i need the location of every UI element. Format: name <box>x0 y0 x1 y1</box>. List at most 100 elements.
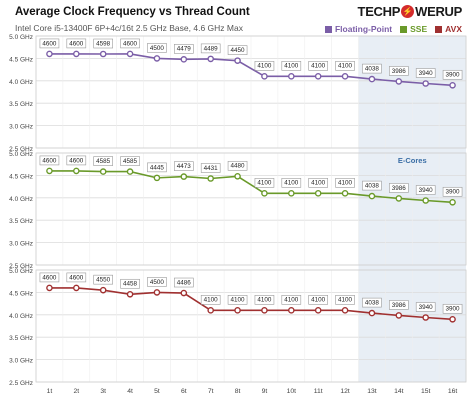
data-label-box <box>254 295 275 305</box>
data-point <box>153 55 161 62</box>
series-line-floating-point <box>49 53 453 87</box>
data-label: 4100 <box>284 297 299 304</box>
y-tick-label: 2.5 GHz <box>9 380 33 387</box>
data-label-box <box>415 68 436 78</box>
data-label-box <box>281 295 302 305</box>
logo-text-left: TECHP <box>357 4 401 19</box>
series-line-avx <box>49 287 453 321</box>
y-tick-label: 5.0 GHz <box>9 34 33 41</box>
data-label: 3986 <box>392 185 407 192</box>
x-tick-label: 4t <box>127 388 133 395</box>
data-label-box <box>308 295 328 305</box>
data-point <box>288 190 295 197</box>
y-tick-label: 2.5 GHz <box>9 263 33 270</box>
x-tick-label: 7t <box>208 388 214 395</box>
y-tick-label: 5.0 GHz <box>9 151 33 158</box>
data-label-box <box>389 300 409 310</box>
data-label: 4100 <box>311 63 326 70</box>
data-point <box>314 190 322 197</box>
data-label-box <box>93 274 113 285</box>
data-label-box <box>120 278 140 289</box>
data-point <box>261 190 268 197</box>
data-point <box>234 307 241 314</box>
data-label: 4100 <box>311 297 326 304</box>
data-label: 4038 <box>365 182 380 189</box>
data-label: 4100 <box>311 180 326 187</box>
data-point <box>261 73 268 80</box>
data-label: 3940 <box>419 187 434 194</box>
legend-swatch-avx <box>435 25 443 33</box>
y-tick-label: 3.5 GHz <box>9 335 33 342</box>
data-label-box <box>174 277 194 288</box>
data-point <box>99 50 107 58</box>
legend-item-floating-point: Floating-Point <box>324 24 392 34</box>
data-label-box <box>335 178 355 188</box>
x-tick-label: 2t <box>73 388 79 395</box>
data-label-box <box>335 295 355 305</box>
x-tick-label: 6t <box>181 388 187 395</box>
x-tick-label: 14t <box>394 388 404 395</box>
x-tick-label: 16t <box>448 388 458 395</box>
data-label: 4100 <box>257 63 272 70</box>
data-label-box <box>227 160 248 171</box>
data-point <box>207 307 214 314</box>
chart-subtitle: Intel Core i5-13400F 6P+4c/16t 2.5 GHz B… <box>15 23 243 33</box>
data-point <box>449 315 456 323</box>
data-label-box <box>227 45 248 55</box>
data-point <box>422 197 429 204</box>
data-label: 4479 <box>177 46 192 53</box>
data-point <box>153 174 161 182</box>
panel-border <box>35 269 467 383</box>
data-label: 3940 <box>419 304 434 311</box>
data-point <box>261 307 268 314</box>
data-label: 3900 <box>446 189 461 196</box>
legend-swatch-floating-point <box>324 25 332 33</box>
data-label: 3900 <box>446 306 461 313</box>
y-tick-label: 4.0 GHz <box>9 313 33 320</box>
data-label: 4585 <box>96 158 111 165</box>
data-point <box>126 50 134 58</box>
data-point <box>46 167 53 175</box>
data-point <box>395 312 403 319</box>
data-label-box <box>389 66 409 76</box>
data-point <box>234 172 241 180</box>
data-label-box <box>200 295 221 305</box>
y-tick-label: 4.5 GHz <box>9 56 33 63</box>
data-point <box>288 307 295 314</box>
data-label-box <box>254 61 275 71</box>
y-tick-label: 3.0 GHz <box>9 358 33 365</box>
data-label-box <box>147 162 167 173</box>
data-point <box>99 168 107 175</box>
data-label: 4100 <box>338 63 353 70</box>
data-label-box <box>39 155 60 166</box>
data-label: 4480 <box>231 163 246 170</box>
data-point <box>46 50 53 58</box>
y-tick-label: 4.5 GHz <box>9 173 33 180</box>
legend-label-avx: AVX <box>445 24 462 34</box>
data-label: 4600 <box>42 274 57 281</box>
data-point <box>422 80 429 87</box>
data-label: 4600 <box>123 40 138 47</box>
data-label-box <box>39 38 60 49</box>
data-point <box>422 314 429 321</box>
y-tick-label: 3.5 GHz <box>9 101 33 108</box>
y-tick-label: 3.0 GHz <box>9 124 33 131</box>
data-label-box <box>147 43 167 53</box>
data-label: 3900 <box>446 72 461 79</box>
data-label-box <box>389 183 409 193</box>
data-label-box <box>66 155 87 166</box>
data-label-box <box>281 61 302 71</box>
data-point <box>395 78 403 85</box>
data-label: 4038 <box>365 299 380 306</box>
data-label: 4038 <box>365 65 380 72</box>
data-label-box <box>66 38 87 49</box>
data-label-box <box>227 295 248 305</box>
data-point <box>449 198 456 206</box>
x-tick-label: 9t <box>262 388 268 395</box>
data-label: 4100 <box>338 297 353 304</box>
x-tick-label: 10t <box>287 388 297 395</box>
lightning-bolt-icon: ⚡ <box>401 5 415 18</box>
data-label: 3940 <box>419 70 434 77</box>
data-label: 3986 <box>392 68 407 75</box>
